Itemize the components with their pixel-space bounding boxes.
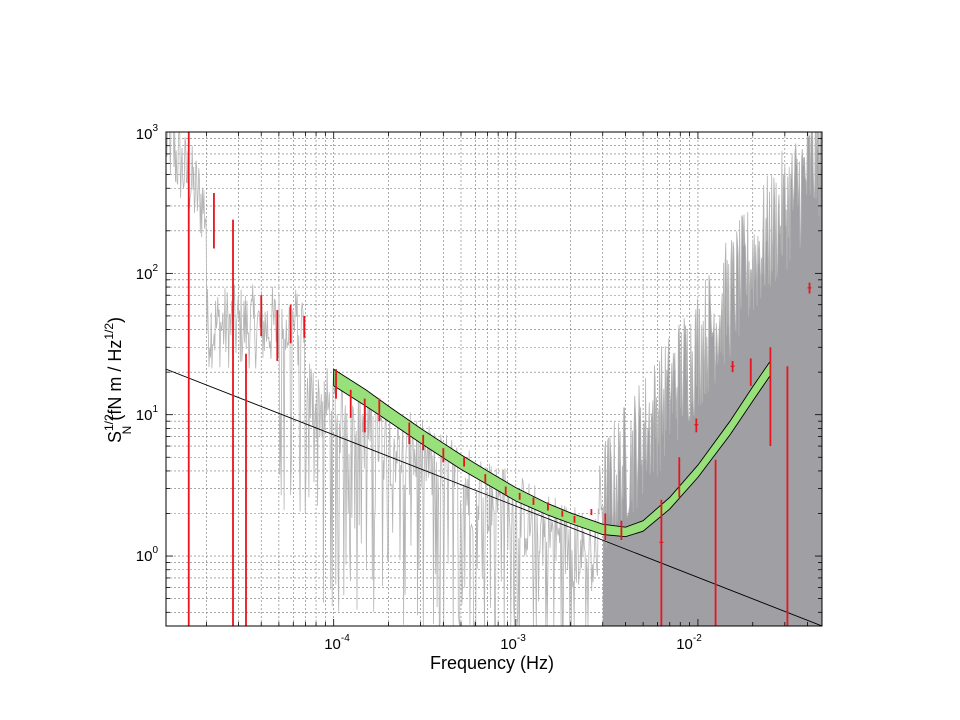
plot-frame — [165, 131, 823, 627]
error-bars — [187, 132, 812, 626]
noise-floor-fill — [602, 132, 822, 626]
reference-line — [166, 368, 822, 626]
reference-line-group — [166, 368, 822, 626]
noise-spectrum-line — [166, 132, 822, 626]
y-tick-label-0: 100 — [136, 545, 159, 565]
y-tick-label-3: 103 — [136, 123, 159, 143]
noise-spectrum — [166, 132, 822, 626]
grid-lines — [166, 132, 822, 626]
x-tick-label-2: 10-2 — [676, 633, 702, 653]
y-tick-label-2: 102 — [136, 263, 159, 283]
x-axis-label: Frequency (Hz) — [430, 653, 554, 673]
y-axis-label: S1/2 N (fN m / Hz1/2) — [102, 317, 134, 443]
x-tick-label-0: 10-4 — [324, 633, 350, 653]
axis-ticks — [166, 132, 822, 626]
y-tick-label-1: 101 — [136, 404, 159, 424]
x-tick-label-1: 10-3 — [500, 633, 526, 653]
